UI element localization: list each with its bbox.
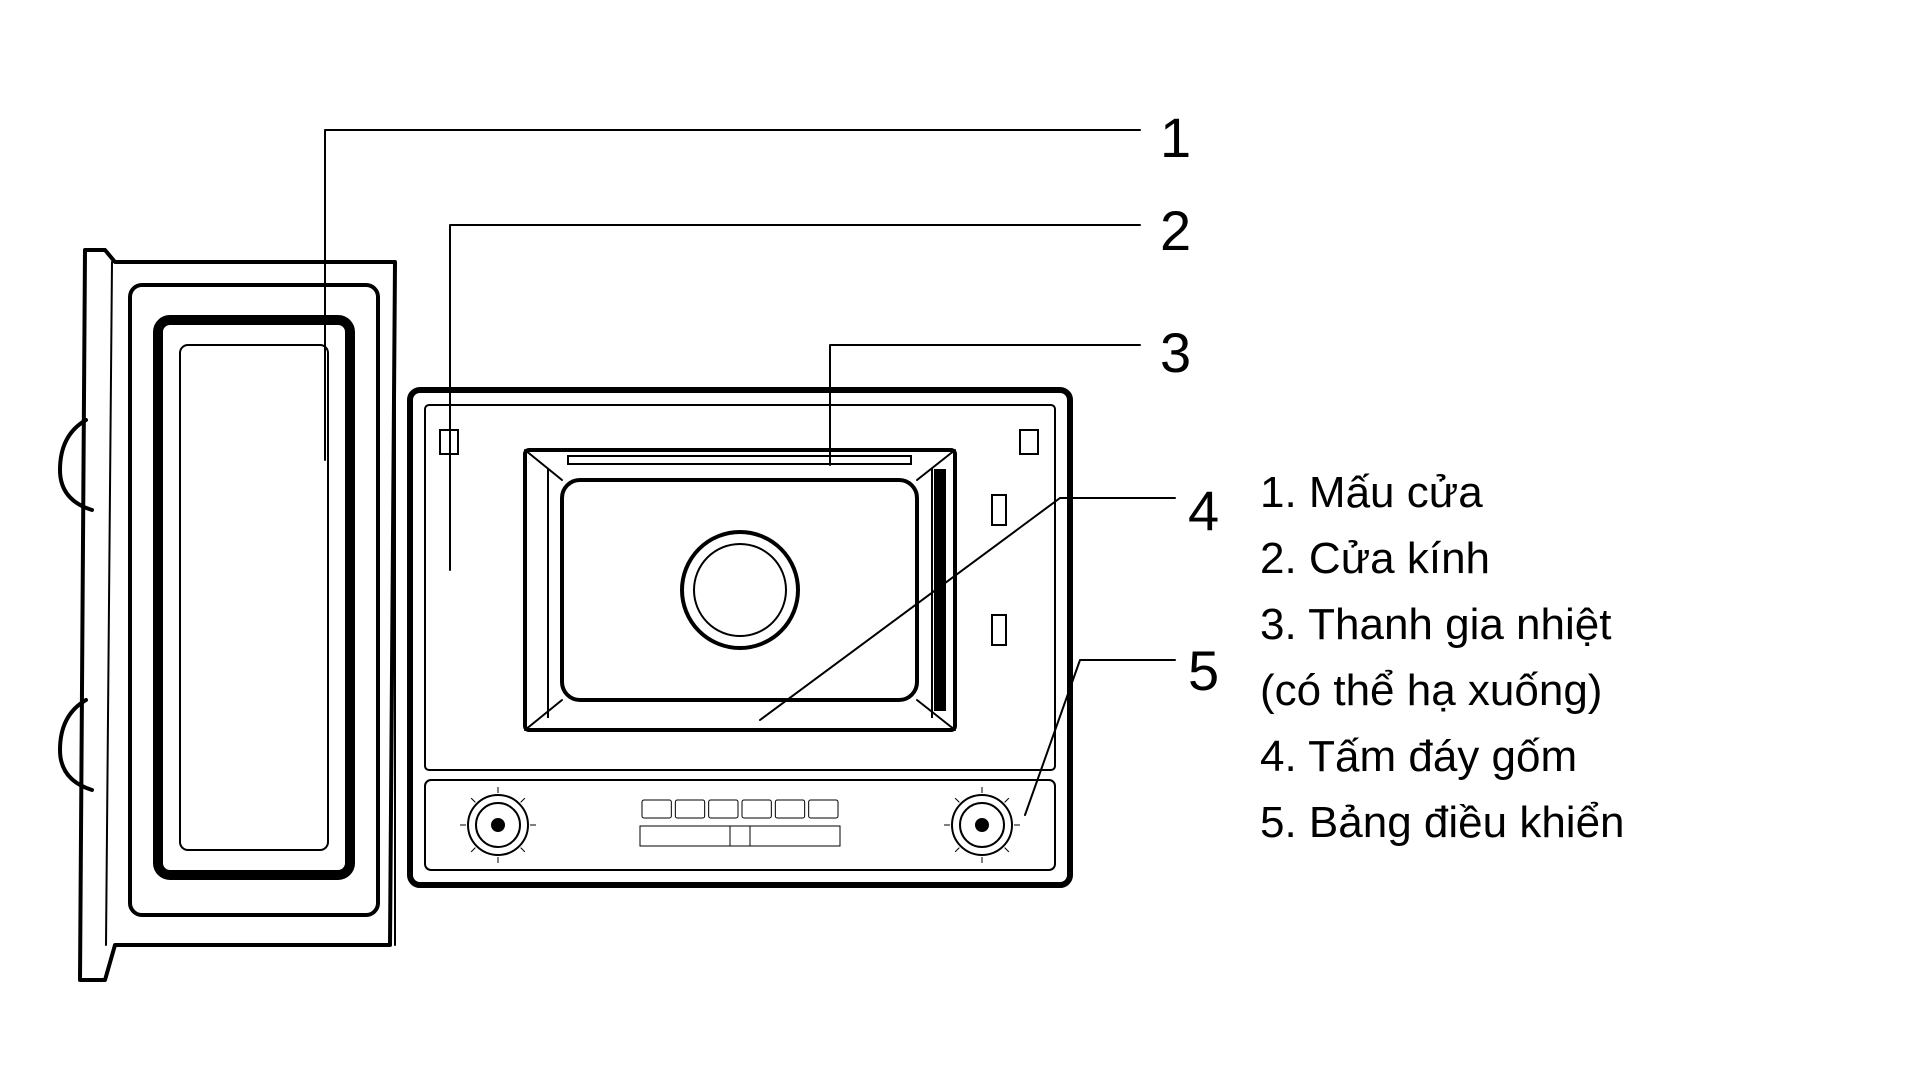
callout-num-1: 1 bbox=[1160, 105, 1191, 170]
legend-item-4: 4. Tấm đáy gốm bbox=[1260, 724, 1900, 790]
legend-item-3b: (có thể hạ xuống) bbox=[1260, 658, 1900, 724]
callout-num-2: 2 bbox=[1160, 198, 1191, 263]
legend: 1. Mấu cửa 2. Cửa kính 3. Thanh gia nhiệ… bbox=[1260, 460, 1900, 856]
diagram-canvas: { "diagram": { "type": "labeled-line-dra… bbox=[0, 0, 1920, 1080]
legend-item-1: 1. Mấu cửa bbox=[1260, 460, 1900, 526]
callout-num-4: 4 bbox=[1188, 478, 1219, 543]
callout-num-5: 5 bbox=[1188, 638, 1219, 703]
legend-item-3: 3. Thanh gia nhiệt bbox=[1260, 592, 1900, 658]
legend-item-5: 5. Bảng điều khiển bbox=[1260, 790, 1900, 856]
callout-num-3: 3 bbox=[1160, 320, 1191, 385]
legend-item-2: 2. Cửa kính bbox=[1260, 526, 1900, 592]
